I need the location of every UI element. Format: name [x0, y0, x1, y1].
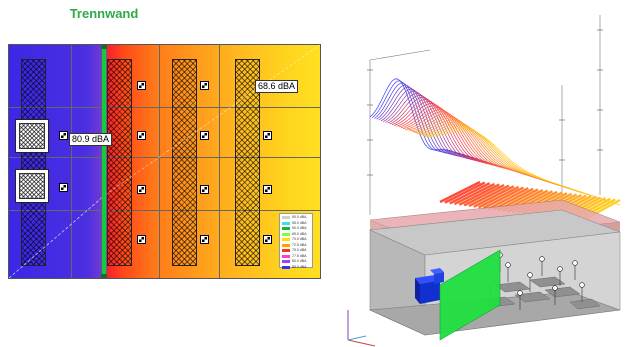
- legend-item: 60.0 dBA: [282, 226, 310, 232]
- legend-label: 80.0 dBA: [292, 259, 307, 264]
- surface-band: [478, 185, 520, 209]
- surface-band: [439, 180, 481, 204]
- surface-line: [380, 88, 509, 170]
- room-divider: [71, 45, 72, 278]
- sound-source-marker[interactable]: [557, 266, 563, 286]
- noise-source-icon[interactable]: [200, 81, 209, 90]
- legend-label: 75.0 dBA: [292, 248, 307, 253]
- legend-label: 65.0 dBA: [292, 231, 307, 236]
- hatched-zone: [107, 59, 132, 266]
- level-label-left: 80.9 dBA: [69, 133, 113, 146]
- hatched-zone: [172, 59, 197, 266]
- noise-source-icon[interactable]: [137, 81, 146, 90]
- surface-band: [444, 181, 486, 204]
- noise-map-floorplan[interactable]: 80.9 dBA 68.6 dBA 50.0 dBA 55.0 dBA 60.0 d…: [8, 44, 321, 279]
- surface-line: [398, 105, 553, 184]
- machine-block[interactable]: [15, 119, 49, 153]
- surface-line: [425, 129, 621, 206]
- legend-swatch: [282, 221, 290, 225]
- wall-endpoint[interactable]: [101, 45, 107, 49]
- sound-source-marker[interactable]: [517, 290, 523, 310]
- level-label-right: 68.6 dBA: [255, 80, 299, 93]
- legend-label: 60.0 dBA: [292, 226, 307, 231]
- surface-band: [453, 182, 496, 206]
- hatched-zone: [235, 59, 260, 266]
- room-divider: [9, 210, 320, 211]
- legend-swatch: [282, 249, 290, 253]
- room-divider: [219, 45, 220, 278]
- legend-label: 70.0 dBA: [292, 237, 307, 242]
- wall-endpoint[interactable]: [101, 274, 107, 278]
- level-legend: 50.0 dBA 55.0 dBA 60.0 dBA 65.0 dBA 70.0 dBA…: [279, 213, 313, 271]
- legend-item: 80.0 dBA: [282, 259, 310, 265]
- noise-source-icon[interactable]: [59, 131, 68, 140]
- legend-item: 72.5 dBA: [282, 243, 310, 249]
- noise-source-icon[interactable]: [263, 235, 272, 244]
- legend-swatch: [282, 260, 290, 264]
- surface-band: [473, 185, 515, 208]
- noise-source-icon[interactable]: [200, 131, 209, 140]
- surface-band: [458, 183, 500, 206]
- noise-source-icon[interactable]: [137, 131, 146, 140]
- legend-swatch: [282, 265, 290, 269]
- surface-band: [468, 184, 510, 208]
- legend-swatch: [282, 243, 290, 247]
- sound-source-marker[interactable]: [579, 282, 585, 302]
- legend-swatch: [282, 216, 290, 220]
- legend-label: 50.0 dBA: [292, 215, 307, 220]
- legend-item: 70.0 dBA: [282, 237, 310, 243]
- legend-label: 55.0 dBA: [292, 220, 307, 225]
- guide-lines: [9, 45, 320, 278]
- legend-swatch: [282, 254, 290, 258]
- hatched-zone: [21, 59, 46, 266]
- room-divider: [9, 107, 320, 108]
- blue-machine[interactable]: [415, 268, 444, 304]
- legend-label: 77.5 dBA: [292, 253, 307, 258]
- surface-band: [449, 182, 491, 205]
- legend-item: 85.0 dBA: [282, 265, 310, 271]
- legend-item: 55.0 dBA: [282, 221, 310, 227]
- partition-wall[interactable]: [102, 45, 106, 278]
- surface-band: [463, 184, 505, 207]
- noise-surface: [369, 78, 621, 224]
- partition-wall-3d[interactable]: [439, 249, 501, 341]
- legend-label: 85.0 dBA: [292, 264, 307, 269]
- legend-swatch: [282, 238, 290, 242]
- 3d-noise-view[interactable]: [330, 10, 627, 347]
- noise-source-icon[interactable]: [137, 235, 146, 244]
- surface-line: [378, 86, 503, 168]
- legend-swatch: [282, 232, 290, 236]
- legend-item: 77.5 dBA: [282, 254, 310, 260]
- sound-source-marker[interactable]: [539, 256, 545, 276]
- sound-source-marker[interactable]: [527, 272, 533, 292]
- machine-block[interactable]: [15, 169, 49, 203]
- surface-line: [409, 115, 581, 193]
- legend-label: 72.5 dBA: [292, 242, 307, 247]
- room-divider: [9, 157, 320, 158]
- noise-source-icon[interactable]: [137, 185, 146, 194]
- legend-item: 50.0 dBA: [282, 215, 310, 221]
- surface-band: [492, 187, 534, 211]
- sound-source-marker[interactable]: [572, 260, 578, 280]
- legend-item: 65.0 dBA: [282, 232, 310, 238]
- partition-wall-title: Trennwand: [69, 6, 139, 21]
- noise-source-icon[interactable]: [263, 185, 272, 194]
- noise-source-icon[interactable]: [59, 183, 68, 192]
- surface-band: [482, 186, 524, 210]
- sound-source-marker[interactable]: [505, 262, 511, 282]
- noise-source-icon[interactable]: [263, 131, 272, 140]
- axes-gizmo: [347, 310, 376, 347]
- frame-ticks: [367, 29, 603, 176]
- room-divider: [159, 45, 160, 278]
- surface-line: [371, 80, 486, 163]
- surface-band: [487, 187, 529, 210]
- noise-source-icon[interactable]: [200, 185, 209, 194]
- legend-swatch: [282, 227, 290, 231]
- sound-source-marker[interactable]: [552, 285, 558, 305]
- legend-item: 75.0 dBA: [282, 248, 310, 254]
- noise-source-icon[interactable]: [200, 235, 209, 244]
